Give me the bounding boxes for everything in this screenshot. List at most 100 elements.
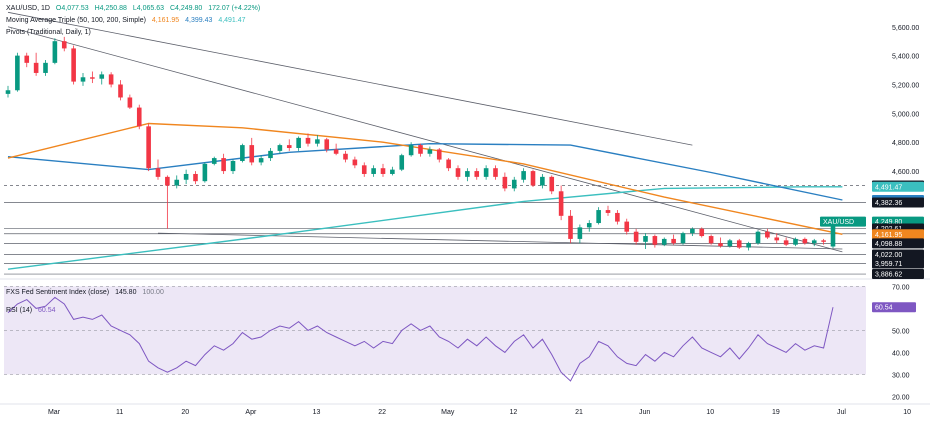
candle-body (343, 153, 348, 160)
candle-body (755, 231, 761, 244)
price-tag-bg (872, 238, 924, 249)
candle-body (211, 158, 217, 164)
time-tick-label: May (441, 409, 455, 416)
candle-body (446, 159, 451, 169)
candle-body (155, 168, 161, 177)
candle-body (568, 215, 573, 239)
open-value: O4,077.53 (55, 5, 89, 12)
candle-body (352, 159, 358, 166)
ma-legend: Moving Average Triple (50, 100, 200, Sim… (6, 16, 250, 25)
candle-body (296, 137, 301, 148)
candle-body (549, 176, 555, 192)
candle-body (493, 168, 498, 177)
candle-body (596, 210, 601, 224)
candle-body (783, 240, 789, 245)
candle-body (118, 84, 123, 98)
candle-body (61, 41, 67, 49)
sentiment-legend: FXS Fed Sentiment Index (close) 145.80 1… (6, 288, 168, 297)
candle-body (24, 55, 30, 63)
rsi-tick-label: 70.00 (892, 284, 910, 291)
price-tag-label: 4,491.47 (875, 184, 902, 191)
candle-body (202, 163, 208, 182)
close-value: C4,249.80 (169, 5, 203, 12)
candle-body (108, 74, 114, 85)
rsi-tick-label: 40.00 (892, 350, 910, 357)
ma50-line (7, 122, 843, 235)
candle-body (52, 41, 58, 63)
candle-body (624, 221, 630, 232)
ohlc-legend: XAU/USD, 1D O4,077.53 H4,250.88 L4,065.6… (6, 4, 264, 13)
time-tick-label: 22 (378, 409, 386, 416)
candle-body (80, 77, 86, 82)
trendline (7, 26, 843, 253)
price-tick-label: 5,200.00 (892, 82, 919, 89)
candle-body (708, 236, 714, 244)
candle-body (436, 149, 442, 160)
rsi-tick-label: 30.00 (892, 372, 910, 379)
time-tick-label: 12 (509, 409, 517, 416)
time-tick-label: 10 (706, 409, 714, 416)
ma200-line (7, 186, 843, 270)
time-tick-label: 11 (116, 409, 123, 416)
candle-body (305, 137, 311, 144)
sentiment-label: FXS Fed Sentiment Index (close) (6, 289, 110, 296)
candle-body (690, 228, 695, 234)
candle-body (615, 212, 620, 222)
candle-body (90, 77, 95, 79)
candle-body (558, 191, 564, 216)
rsi-tick-label: 50.00 (892, 328, 910, 335)
sentiment-value-1: 145.80 (115, 289, 137, 296)
candle-body (746, 243, 751, 248)
rsi-tag-bg (872, 302, 916, 313)
time-tick-label: Apr (245, 409, 257, 416)
price-tag: 4,161.95 (872, 229, 924, 240)
candle-body (277, 145, 283, 151)
time-tick-label: 20 (181, 409, 189, 416)
candle-body (455, 168, 461, 177)
price-tick-label: 5,400.00 (892, 54, 919, 61)
candle-body (680, 233, 686, 244)
price-tag: 4,022.00 (872, 249, 924, 260)
price-tag-bg (872, 197, 924, 208)
candle-body (643, 236, 648, 242)
candle-body (418, 145, 423, 154)
price-tag: 3,886.62 (872, 269, 924, 280)
time-tick-label: Jun (639, 409, 650, 416)
candle-body (71, 48, 76, 82)
pivots-legend: Pivots (Traditional, Daily, 1) (6, 28, 95, 37)
candle-body (174, 179, 180, 186)
time-tick-label: 19 (772, 409, 780, 416)
candle-body (661, 238, 667, 245)
candle-body (333, 149, 339, 154)
candle-body (699, 228, 705, 237)
price-tag: 3,959.71 (872, 258, 924, 269)
candle-body (652, 236, 658, 245)
price-tag-label: 3,886.62 (875, 272, 902, 279)
candle-body (577, 227, 583, 239)
change-value: 172.07 (+4.22%) (208, 5, 261, 12)
candle-body (605, 210, 611, 213)
candle-body (671, 238, 676, 244)
time-tick-label: 21 (575, 409, 583, 416)
candle-body (802, 238, 808, 244)
price-tag-bg (872, 229, 924, 240)
price-tag-label: 4,382.36 (875, 200, 902, 207)
rsi-line (7, 296, 834, 382)
candle-body (33, 62, 39, 73)
price-tag-label: 4,249.80 (875, 219, 902, 226)
candle-body (727, 240, 733, 247)
ma100-line (7, 142, 843, 201)
price-tag-label: XAU/USD (823, 219, 854, 226)
candle-body (821, 240, 826, 242)
ma-label: Moving Average Triple (50, 100, 200, Sim… (6, 17, 146, 24)
rsi-tag-label: 60.54 (875, 305, 893, 312)
sentiment-value-2: 100.00 (142, 289, 164, 296)
price-tag: 4,491.47 (872, 181, 924, 192)
ma50-value: 4,161.95 (151, 17, 180, 24)
candle-body (127, 97, 133, 108)
candle-body (361, 165, 367, 174)
candle-body (193, 173, 198, 182)
ma100-value: 4,399.43 (185, 17, 213, 24)
price-tag: 4,098.88 (872, 238, 924, 249)
